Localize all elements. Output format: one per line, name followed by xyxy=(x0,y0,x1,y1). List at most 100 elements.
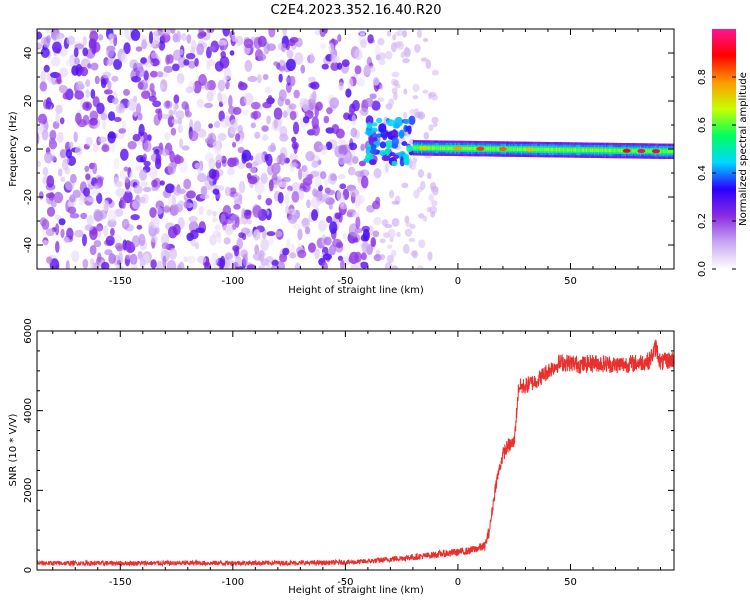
heatmap-cell xyxy=(398,129,405,139)
heatmap-cell xyxy=(291,191,300,203)
heatmap-cell xyxy=(135,66,145,78)
heatmap-cell xyxy=(646,149,649,153)
heatmap-cell xyxy=(189,229,199,240)
heatmap-cell xyxy=(367,34,374,44)
heatmap-cell xyxy=(110,228,115,237)
heatmap-cell xyxy=(612,148,615,153)
heatmap-cell xyxy=(465,146,468,151)
heatmap-cell xyxy=(101,119,107,130)
heatmap-cell xyxy=(261,134,269,141)
heatmap-cell xyxy=(88,38,97,49)
heatmap-cell xyxy=(149,82,155,93)
heatmap-cell xyxy=(345,88,352,98)
heatmap-cell xyxy=(338,144,348,156)
heatmap-cell xyxy=(384,261,393,269)
heatmap-cell xyxy=(130,214,140,221)
heatmap-cell xyxy=(177,124,183,134)
heatmap-cell xyxy=(361,242,370,254)
heatmap-cell xyxy=(67,206,77,215)
heatmap-cell xyxy=(388,98,395,107)
heatmap-cell xyxy=(197,255,207,264)
heatmap-cell xyxy=(46,206,56,217)
heatmap-cell xyxy=(342,232,347,240)
heatmap-cell xyxy=(45,228,55,237)
heatmap-cell xyxy=(309,93,315,103)
heatmap-cell xyxy=(115,264,124,269)
heatmap-cell xyxy=(54,223,60,236)
heatmap-cell xyxy=(354,251,362,263)
heatmap-cell xyxy=(188,130,199,142)
heatmap-cell xyxy=(267,145,277,153)
heatmap-cell xyxy=(206,62,211,70)
heatmap-cell xyxy=(257,194,262,200)
heatmap-cell xyxy=(254,131,261,139)
heatmap-cell xyxy=(223,67,232,80)
heatmap-cell xyxy=(539,147,543,152)
heatmap-cell xyxy=(661,149,664,153)
heatmap-cell xyxy=(107,209,117,223)
heatmap-cell xyxy=(68,141,74,149)
heatmap-cell xyxy=(92,142,98,153)
heatmap-cell xyxy=(285,43,290,51)
heatmap-cell xyxy=(668,149,671,153)
heatmap-cell xyxy=(631,149,634,153)
heatmap-cell xyxy=(435,146,439,150)
heatmap-cell xyxy=(139,169,148,181)
heatmap-cell xyxy=(113,116,122,123)
heatmap-cell xyxy=(241,149,252,162)
heatmap-cell xyxy=(366,122,373,129)
heatmap-cell xyxy=(433,122,438,128)
heatmap-cell xyxy=(318,144,328,151)
heatmap-cell xyxy=(197,128,207,138)
heatmap-cell xyxy=(51,41,62,54)
heatmap-cell xyxy=(85,173,91,181)
heatmap-cell xyxy=(54,214,62,221)
heatmap-cell xyxy=(206,209,213,216)
heatmap-cell xyxy=(549,148,552,152)
heatmap-cell xyxy=(137,250,143,260)
heatmap-cell xyxy=(351,99,360,112)
heatmap-cell xyxy=(352,156,359,165)
heatmap-cell xyxy=(86,215,94,226)
heatmap-cell xyxy=(298,167,303,181)
heatmap-cell xyxy=(217,132,227,141)
heatmap-cell xyxy=(42,228,48,236)
heatmap-cell xyxy=(550,148,553,152)
heatmap-cell xyxy=(423,131,430,140)
heatmap-cell xyxy=(591,148,594,152)
heatmap-cell xyxy=(220,118,231,128)
heatmap-cell xyxy=(584,148,587,152)
heatmap-cell xyxy=(183,200,190,209)
heatmap-cell xyxy=(231,34,237,42)
heatmap-cell xyxy=(514,147,517,151)
heatmap-cell xyxy=(351,114,357,126)
heatmap-cell xyxy=(619,148,622,153)
heatmap-cell xyxy=(520,147,524,151)
heatmap-cell xyxy=(250,122,256,129)
heatmap-cell xyxy=(284,98,291,106)
colorbar-tick-label: 0.8 xyxy=(697,69,708,85)
heatmap-cell xyxy=(320,42,326,50)
heatmap-cell xyxy=(65,59,74,68)
x-tick-label: 50 xyxy=(564,276,577,287)
heatmap-cell xyxy=(518,147,521,151)
heatmap-cell xyxy=(245,162,253,169)
heatmap-cell xyxy=(281,43,287,53)
heatmap-cell xyxy=(633,149,636,153)
heatmap-cell xyxy=(176,30,181,43)
heatmap-cell xyxy=(224,186,232,197)
heatmap-cell xyxy=(170,127,177,136)
heatmap-cell xyxy=(426,172,432,180)
heatmap-cell xyxy=(188,60,196,69)
heatmap-peak xyxy=(498,147,507,152)
heatmap-cell xyxy=(415,146,418,150)
heatmap-cell xyxy=(185,86,194,94)
heatmap-cell xyxy=(180,33,187,41)
heatmap-cell xyxy=(413,44,421,53)
heatmap-cell xyxy=(418,213,425,219)
heatmap-cell xyxy=(170,185,175,191)
heatmap-cell xyxy=(197,32,205,39)
heatmap-cell xyxy=(587,148,590,152)
heatmap-cell xyxy=(155,108,161,114)
